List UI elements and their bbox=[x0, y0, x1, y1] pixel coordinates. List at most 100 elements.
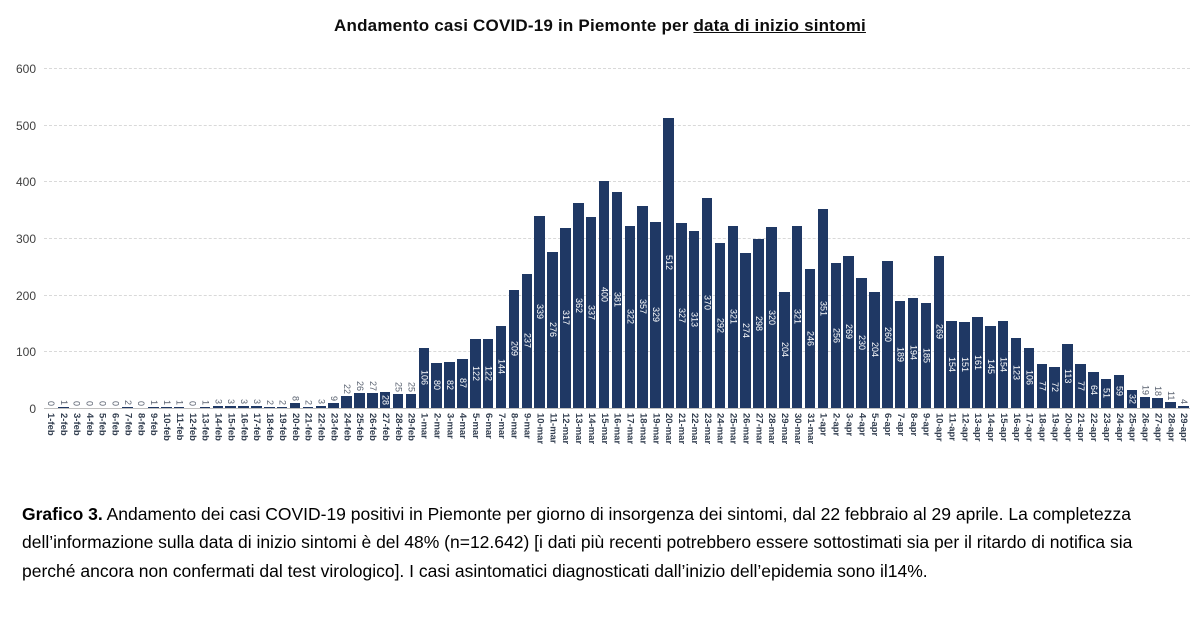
bar-value-label: 357 bbox=[638, 299, 649, 315]
bar-value-label: 77 bbox=[1075, 380, 1086, 391]
x-axis-label: 28-feb bbox=[392, 413, 404, 441]
x-axis-label: 5-mar bbox=[470, 413, 482, 439]
bar-slot-9-mar: 237 9-mar bbox=[520, 68, 533, 439]
bar-slot-12-apr: 151 12-apr bbox=[958, 68, 971, 442]
y-axis-tick-500: 500 bbox=[15, 118, 36, 133]
bar-value-label: 3 bbox=[226, 398, 237, 404]
x-axis-label: 24-mar bbox=[714, 413, 726, 445]
bar-slot-11-feb: 1 11-feb bbox=[173, 68, 186, 440]
bar: 357 bbox=[637, 206, 648, 408]
bar-value-label: 0 bbox=[45, 400, 56, 406]
bar-value-label: 3 bbox=[316, 398, 327, 404]
x-axis-label: 14-apr bbox=[985, 413, 997, 442]
bar: 122 bbox=[482, 339, 494, 408]
bar-value-label: 2 bbox=[303, 399, 314, 405]
bar-slot-29-mar: 204 29-mar bbox=[778, 68, 791, 444]
bar bbox=[341, 396, 352, 408]
bar: 246 bbox=[804, 269, 816, 408]
bar bbox=[405, 394, 417, 408]
x-axis-label: 16-feb bbox=[238, 413, 250, 441]
x-axis-label: 29-mar bbox=[779, 413, 791, 445]
bar-slot-17-feb: 3 17-feb bbox=[250, 68, 263, 441]
x-axis-label: 3-apr bbox=[843, 413, 855, 437]
bar-slot-23-mar: 370 23-mar bbox=[701, 68, 714, 444]
bar-value-label: 0 bbox=[136, 400, 147, 406]
bar-value-label: 0 bbox=[187, 400, 198, 406]
bar-slot-15-mar: 400 15-mar bbox=[598, 68, 611, 444]
bar: 204 bbox=[869, 292, 880, 408]
bar-slot-23-apr: 51 23-apr bbox=[1100, 68, 1113, 442]
gridline-500: 500 bbox=[16, 119, 1190, 133]
bar: 362 bbox=[573, 203, 584, 408]
bar-slot-24-feb: 22 24-feb bbox=[340, 68, 353, 441]
bar-value-label: 123 bbox=[1011, 365, 1022, 381]
bar bbox=[161, 407, 172, 408]
bar-value-label: 185 bbox=[921, 347, 932, 364]
bar-value-label: 161 bbox=[972, 354, 983, 371]
bar-slot-29-feb: 25 29-feb bbox=[405, 68, 418, 441]
x-axis-label: 17-apr bbox=[1023, 413, 1035, 442]
bar: 298 bbox=[753, 239, 764, 408]
bar: 122 bbox=[470, 339, 481, 408]
bar: 161 bbox=[972, 317, 983, 408]
bar-slot-15-apr: 154 15-apr bbox=[997, 68, 1010, 442]
bar-value-label: 381 bbox=[612, 292, 623, 308]
x-axis-label: 20-apr bbox=[1062, 413, 1074, 442]
caption-text: Andamento dei casi COVID-19 positivi in … bbox=[22, 504, 1133, 581]
x-axis-label: 28-mar bbox=[766, 413, 778, 445]
chart-title: Andamento casi COVID-19 in Piemonte per … bbox=[0, 16, 1200, 36]
bar-slot-3-feb: 0 3-feb bbox=[70, 68, 83, 436]
bar-value-label: 72 bbox=[1050, 382, 1061, 393]
bar-slot-21-apr: 77 21-apr bbox=[1074, 68, 1087, 442]
x-axis-label: 29-feb bbox=[405, 413, 417, 441]
x-axis-label: 20-feb bbox=[289, 413, 301, 441]
bar-slot-5-feb: 0 5-feb bbox=[96, 68, 109, 436]
bar-slot-17-apr: 106 17-apr bbox=[1023, 68, 1036, 442]
bar: 381 bbox=[611, 192, 623, 408]
bar-slot-10-mar: 339 10-mar bbox=[533, 68, 546, 444]
bar-slot-14-mar: 337 14-mar bbox=[585, 68, 598, 444]
bar: 260 bbox=[882, 261, 893, 408]
x-axis-label: 13-feb bbox=[199, 413, 211, 441]
bar-slot-21-feb: 2 21-feb bbox=[302, 68, 315, 441]
bar-slot-25-apr: 32 25-apr bbox=[1126, 68, 1139, 442]
bar-slot-6-apr: 260 6-apr bbox=[881, 68, 894, 436]
bar-value-label: 0 bbox=[97, 400, 108, 406]
x-axis-label: 26-mar bbox=[740, 413, 752, 445]
x-axis-label: 24-feb bbox=[341, 413, 353, 441]
bar-slot-25-mar: 321 25-mar bbox=[726, 68, 739, 444]
bar-value-label: 11 bbox=[1166, 390, 1177, 400]
bar bbox=[328, 403, 339, 408]
bar-value-label: 32 bbox=[1127, 393, 1138, 404]
x-axis-label: 12-apr bbox=[959, 413, 971, 442]
bar-value-label: 1 bbox=[174, 399, 185, 405]
bar-value-label: 3 bbox=[213, 398, 224, 404]
bar-value-label: 237 bbox=[522, 333, 533, 349]
bar-value-label: 230 bbox=[857, 335, 868, 351]
bar: 269 bbox=[933, 256, 944, 408]
bar-value-label: 18 bbox=[1153, 385, 1164, 396]
bar-value-label: 9 bbox=[329, 395, 340, 401]
bar-value-label: 1 bbox=[200, 399, 211, 405]
bar: 87 bbox=[457, 359, 468, 408]
x-axis-label: 26-apr bbox=[1139, 413, 1151, 442]
bar-slot-18-feb: 2 18-feb bbox=[263, 68, 276, 441]
bar: 151 bbox=[959, 322, 970, 408]
bar-slot-20-apr: 113 20-apr bbox=[1061, 68, 1074, 442]
x-axis-label: 2-feb bbox=[58, 413, 70, 436]
bar-value-label: 276 bbox=[548, 322, 559, 338]
x-axis-label: 1-apr bbox=[817, 413, 829, 437]
bar-value-label: 246 bbox=[805, 330, 816, 347]
y-axis-tick-600: 600 bbox=[15, 62, 36, 76]
bar-slot-22-apr: 64 22-apr bbox=[1087, 68, 1100, 442]
bar-value-label: 144 bbox=[496, 359, 507, 375]
bar-slot-10-feb: 1 10-feb bbox=[160, 68, 173, 441]
bar-slot-9-apr: 185 9-apr bbox=[920, 68, 933, 436]
bar-value-label: 3 bbox=[239, 398, 250, 404]
bar-value-label: 27 bbox=[367, 380, 378, 391]
bar-value-label: 256 bbox=[831, 327, 842, 344]
bar bbox=[1165, 402, 1176, 408]
bar: 145 bbox=[985, 326, 996, 408]
x-axis-label: 10-apr bbox=[933, 413, 945, 442]
bar-slot-28-mar: 320 28-mar bbox=[765, 68, 778, 444]
